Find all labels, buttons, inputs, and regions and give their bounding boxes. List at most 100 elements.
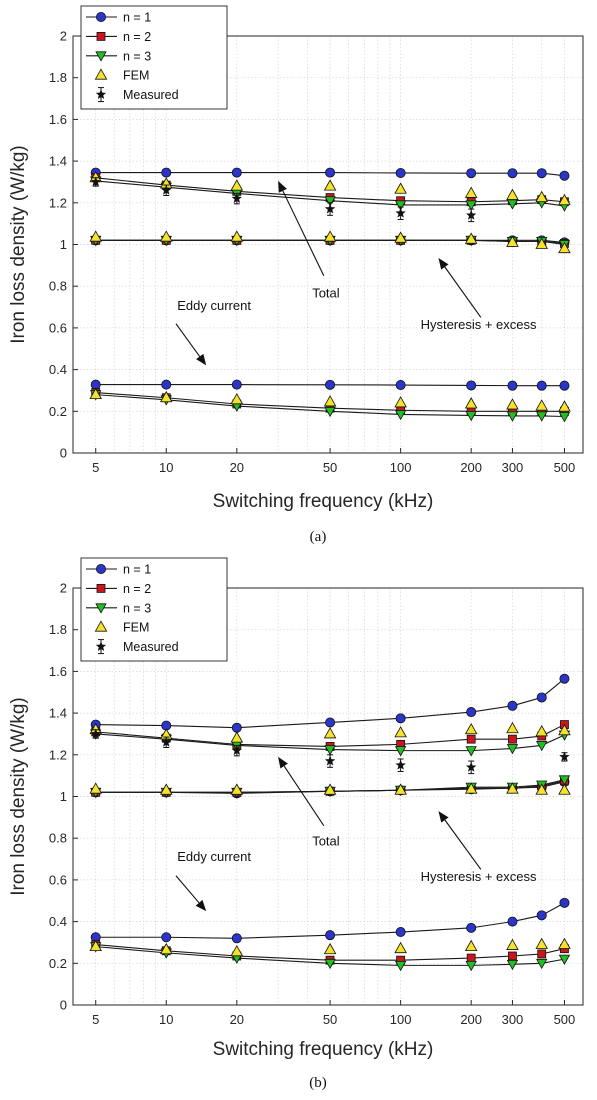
- annotation-arrow: [444, 266, 482, 318]
- annotation-arrow: [175, 323, 201, 357]
- x-tick-label: 500: [554, 1012, 576, 1027]
- data-point: [507, 380, 518, 391]
- data-point: [324, 745, 336, 756]
- y-tick-label: 0.6: [49, 872, 67, 887]
- data-point: [536, 958, 548, 970]
- x-tick-label: 50: [323, 460, 337, 475]
- legend-label: n = 1: [123, 11, 151, 25]
- data-point: [464, 939, 478, 952]
- y-tick-label: 1: [60, 237, 67, 252]
- data-point: [395, 927, 406, 938]
- y-tick-label: 1.2: [49, 747, 67, 762]
- data-point: [90, 176, 102, 187]
- data-point: [394, 783, 407, 795]
- data-point: [325, 167, 336, 178]
- data-point: [323, 783, 337, 795]
- annotation-label: Eddy current: [177, 849, 251, 864]
- y-tick-label: 1.6: [49, 664, 67, 679]
- data-point: [536, 380, 547, 391]
- series-fem-hysteresis-excess: [89, 230, 571, 254]
- data-point: [159, 230, 173, 242]
- data-point: [558, 937, 571, 949]
- data-point: [394, 231, 407, 243]
- y-tick-label: 0.4: [49, 914, 67, 929]
- legend-marker: [95, 51, 107, 62]
- data-point: [558, 412, 571, 423]
- y-tick-label: 2: [60, 29, 67, 44]
- data-point: [395, 207, 406, 218]
- data-point: [535, 937, 549, 949]
- annotation-arrowhead: [438, 811, 449, 823]
- data-point: [464, 186, 478, 198]
- legend-label: n = 1: [123, 563, 151, 577]
- y-tick-label: 0.8: [49, 831, 67, 846]
- data-point: [89, 782, 102, 794]
- data-point: [537, 949, 547, 959]
- x-axis-label: Switching frequency (kHz): [213, 1039, 434, 1060]
- x-tick-label: 200: [460, 1012, 482, 1027]
- data-point: [465, 200, 477, 211]
- data-point: [506, 235, 519, 247]
- data-point: [464, 232, 478, 244]
- data-point: [558, 241, 571, 254]
- data-point: [506, 411, 519, 422]
- data-point: [464, 782, 478, 794]
- x-tick-label: 50: [323, 1012, 337, 1027]
- data-point: [231, 745, 243, 756]
- annotation-arrowhead: [278, 180, 287, 193]
- data-point: [89, 939, 102, 952]
- y-tick-label: 0: [60, 446, 67, 461]
- legend-marker: [95, 89, 107, 100]
- data-point: [535, 190, 549, 202]
- data-point: [466, 734, 476, 744]
- data-point: [506, 398, 519, 410]
- chart-panel-b: 0 0.2 0.4 0.6 0.8 1 1.2 1.4 1.6 1.8 2 5 10 20 50 100 200…: [8, 557, 584, 1091]
- data-point: [394, 396, 407, 408]
- data-point: [159, 783, 173, 795]
- data-point: [159, 942, 173, 955]
- annotation-arrowhead: [438, 258, 449, 270]
- data-point: [466, 707, 477, 718]
- legend-label: Measured: [123, 88, 179, 102]
- y-axis-label: Iron loss density (W/kg): [8, 697, 29, 896]
- legend-label: n = 2: [123, 582, 151, 596]
- data-point: [465, 960, 477, 972]
- data-point: [559, 170, 570, 181]
- data-point: [161, 167, 172, 178]
- data-point: [324, 406, 336, 418]
- data-point: [231, 933, 242, 944]
- data-point: [464, 397, 478, 409]
- data-point: [89, 230, 102, 242]
- data-point: [558, 724, 571, 736]
- data-point: [395, 713, 406, 724]
- data-point: [508, 951, 517, 961]
- legend-label: n = 3: [123, 49, 151, 63]
- legend: n = 1 n = 2 n = 3 FEM Measured: [80, 557, 228, 662]
- legend-marker: [96, 584, 106, 593]
- data-point: [466, 380, 477, 391]
- x-tick-label: 20: [230, 1012, 244, 1027]
- data-point: [161, 379, 172, 390]
- legend-box: [80, 5, 228, 110]
- data-point: [466, 953, 476, 963]
- data-point: [465, 746, 477, 757]
- data-point: [324, 196, 336, 207]
- x-tick-label: 20: [230, 460, 244, 475]
- annotation-arrow: [283, 765, 325, 826]
- data-point: [325, 930, 336, 941]
- x-tick-label: 300: [502, 1012, 524, 1027]
- data-point: [506, 721, 519, 734]
- legend-label: n = 2: [123, 30, 151, 44]
- data-point: [159, 390, 173, 403]
- data-point: [324, 755, 336, 766]
- data-point: [323, 395, 337, 407]
- data-point: [395, 167, 406, 178]
- data-point: [506, 782, 519, 794]
- legend: n = 1 n = 2 n = 3 FEM Measured: [80, 5, 228, 110]
- data-point: [325, 379, 336, 390]
- data-point: [230, 393, 244, 405]
- data-point: [536, 692, 547, 703]
- series-n-1-total: [90, 673, 570, 733]
- y-tick-label: 0.4: [49, 362, 67, 377]
- data-point: [535, 725, 549, 737]
